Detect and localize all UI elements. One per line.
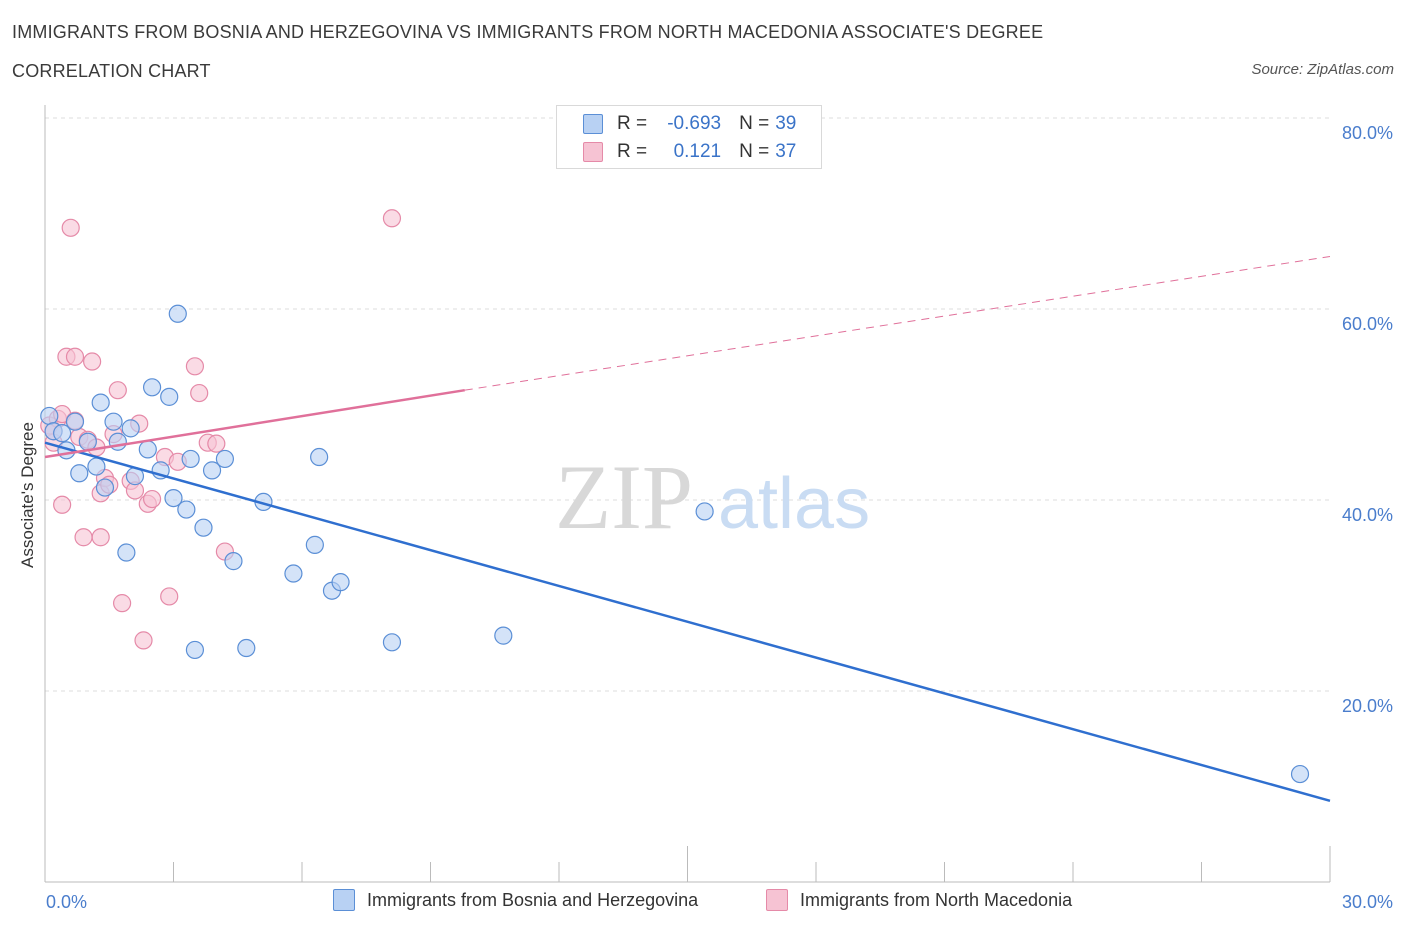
watermark-zip: ZIP — [555, 446, 693, 548]
point-bosnia — [104, 412, 123, 431]
point-bosnia — [65, 412, 85, 431]
legend-n-label: N = — [739, 141, 770, 162]
trendline-macedonia-extrapolated — [464, 255, 1331, 391]
point-bosnia — [117, 543, 136, 562]
point-bosnia — [181, 449, 200, 469]
y-tick-labels: 20.0% 40.0% 60.0% 80.0% — [1342, 123, 1393, 716]
point-macedonia — [74, 528, 93, 547]
trendline-bosnia — [44, 441, 1331, 803]
trendline-macedonia — [44, 388, 465, 459]
legend-n-label: N = — [739, 113, 770, 134]
point-macedonia — [142, 489, 162, 509]
point-bosnia — [108, 432, 127, 451]
y-axis-label: Associate's Degree — [18, 422, 37, 568]
point-bosnia — [284, 564, 303, 583]
point-bosnia — [40, 406, 59, 426]
point-bosnia — [305, 535, 324, 554]
y-tick-label: 20.0% — [1342, 696, 1393, 716]
legend-n-value-macedonia: 37 — [775, 141, 797, 162]
point-macedonia — [160, 587, 179, 606]
legend-r-value-macedonia: 0.121 — [673, 141, 722, 162]
legend-swatch-pink — [583, 142, 603, 162]
chart-title-line2: CORRELATION CHART — [12, 61, 211, 81]
point-macedonia — [53, 495, 72, 514]
trendlines — [44, 255, 1331, 803]
point-bosnia — [1290, 764, 1310, 784]
point-macedonia — [61, 218, 80, 237]
source-label: Source: ZipAtlas.com — [1251, 61, 1394, 78]
axes — [44, 105, 1331, 883]
legend-r-label: R = — [617, 141, 648, 162]
point-bosnia — [70, 464, 89, 483]
gridlines — [45, 117, 1330, 692]
point-bosnia — [91, 393, 110, 412]
point-bosnia — [695, 502, 714, 521]
point-macedonia — [190, 383, 209, 403]
point-bosnia — [160, 387, 179, 406]
point-bosnia — [185, 640, 205, 660]
data-points — [40, 209, 1310, 784]
stats-legend: R = -0.693 N = 39 R = 0.121 N = 37 — [556, 105, 822, 169]
y-tick-label: 80.0% — [1342, 123, 1393, 143]
y-tick-label: 40.0% — [1342, 505, 1393, 525]
bottom-legend-bosnia: Immigrants from Bosnia and Herzegovina — [333, 889, 698, 911]
point-bosnia — [224, 552, 243, 571]
point-macedonia — [185, 357, 205, 376]
point-macedonia — [207, 434, 226, 453]
point-bosnia — [164, 488, 183, 508]
legend-row-macedonia: R = 0.121 N = 37 — [583, 140, 796, 164]
point-bosnia — [194, 518, 213, 537]
point-bosnia — [215, 449, 234, 469]
point-bosnia — [494, 626, 513, 645]
y-tick-label: 60.0% — [1342, 314, 1393, 334]
point-macedonia — [83, 352, 102, 371]
legend-series-label-bosnia: Immigrants from Bosnia and Herzegovina — [367, 889, 699, 910]
point-macedonia — [134, 631, 153, 650]
point-bosnia — [87, 457, 106, 476]
point-bosnia — [78, 432, 97, 451]
point-bosnia — [142, 378, 162, 397]
point-bosnia — [138, 440, 157, 459]
watermark-atlas: atlas — [718, 464, 870, 544]
point-bosnia — [95, 478, 115, 497]
legend-swatch-blue — [333, 889, 355, 911]
legend-n-value-bosnia: 39 — [775, 113, 797, 134]
point-macedonia — [112, 594, 132, 613]
point-bosnia — [121, 419, 140, 438]
point-bosnia — [382, 633, 402, 652]
x-tick-label-min: 0.0% — [46, 892, 87, 912]
bottom-legend-macedonia: Immigrants from North Macedonia — [766, 889, 1072, 911]
x-tick-label-max: 30.0% — [1342, 892, 1393, 912]
point-bosnia — [168, 304, 187, 323]
point-bosnia — [202, 461, 222, 480]
legend-row-bosnia: R = -0.693 N = 39 — [583, 112, 796, 136]
legend-swatch-blue — [583, 114, 603, 134]
point-macedonia — [382, 209, 402, 228]
point-macedonia — [108, 381, 127, 400]
point-macedonia — [65, 347, 85, 366]
point-bosnia — [237, 638, 256, 658]
point-bosnia — [177, 500, 196, 519]
point-bosnia — [310, 447, 329, 467]
chart-title-line1: IMMIGRANTS FROM BOSNIA AND HERZEGOVINA V… — [12, 22, 1044, 42]
legend-r-value-bosnia: -0.693 — [667, 113, 722, 134]
legend-swatch-pink — [766, 889, 788, 911]
legend-series-label-macedonia: Immigrants from North Macedonia — [800, 889, 1073, 910]
point-bosnia — [331, 573, 350, 592]
point-macedonia — [91, 528, 110, 547]
legend-r-label: R = — [617, 113, 648, 134]
point-bosnia — [53, 424, 72, 443]
